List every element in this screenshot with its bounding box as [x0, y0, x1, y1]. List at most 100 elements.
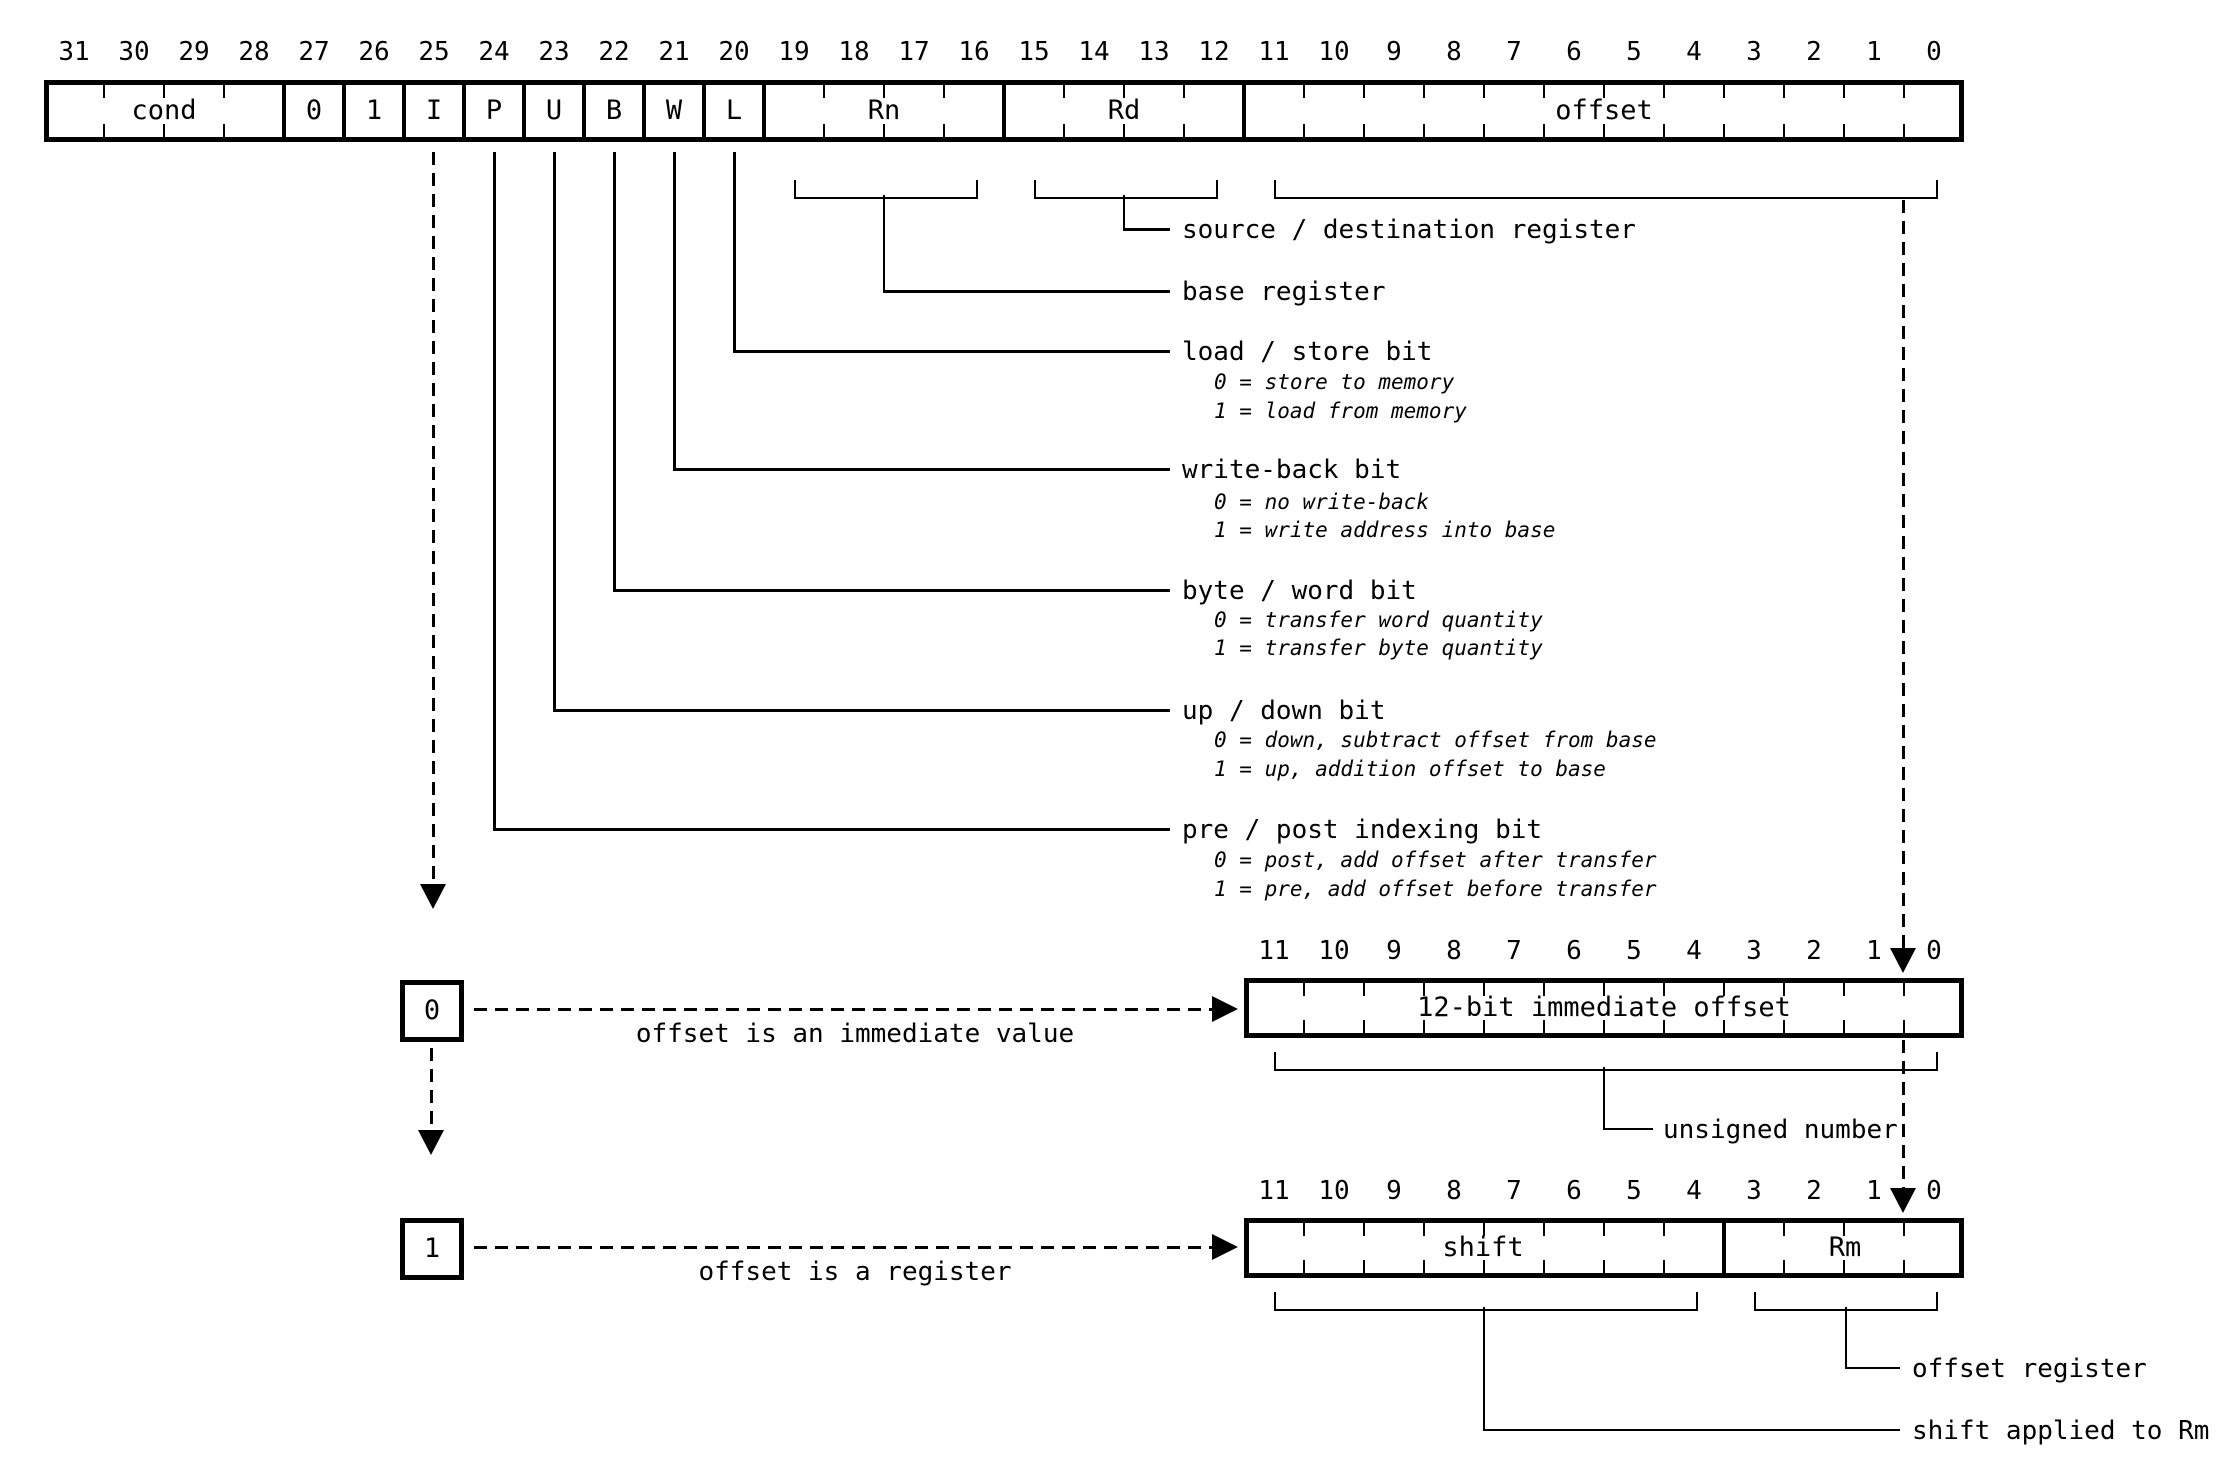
field-bit27: 0	[305, 95, 323, 126]
shift-stem	[1483, 1307, 1485, 1431]
bit-number-label: 27	[298, 37, 330, 67]
bit-number-label: 6	[1566, 37, 1582, 67]
shift-applied-label: shift applied to Rm	[1912, 1416, 2210, 1446]
u-bit-line	[553, 152, 556, 712]
field-p-bit: P	[485, 95, 503, 126]
field-separator	[582, 85, 586, 137]
up-down-opt1: 1 = up, addition offset to base	[1214, 757, 1606, 781]
bit-number-label: 1	[1866, 1176, 1882, 1206]
bit-number-label: 30	[118, 37, 150, 67]
field-u-bit: U	[545, 95, 563, 126]
selector-dashed-line	[430, 1048, 433, 1130]
shift-field: shift	[1442, 1232, 1524, 1263]
pre-post-label: pre / post indexing bit	[1182, 815, 1543, 845]
unsigned-number-label: unsigned number	[1663, 1115, 1898, 1145]
bit-number-label: 8	[1446, 37, 1462, 67]
rm-field: Rm	[1828, 1232, 1862, 1263]
bit-number-label: 10	[1318, 936, 1350, 966]
bit-number-label: 21	[658, 37, 690, 67]
field-w-bit: W	[665, 95, 683, 126]
bit-number-label: 1	[1866, 37, 1882, 67]
up-down-opt0: 0 = down, subtract offset from base	[1214, 728, 1657, 752]
immediate-box-ticks-upper	[1303, 983, 1906, 996]
w-bit-line	[673, 152, 676, 471]
field-b-bit: B	[605, 95, 623, 126]
l-bit-line	[733, 152, 736, 353]
shift-underbrace	[1274, 1292, 1698, 1311]
offset-arrowhead-1	[1890, 948, 1916, 973]
field-separator	[762, 85, 766, 137]
rn-connector	[883, 290, 1170, 293]
immediate-box-ticks-lower	[1303, 1020, 1906, 1033]
immediate-underbrace	[1274, 1052, 1938, 1071]
rm-stem	[1845, 1307, 1847, 1369]
bit-number-label: 17	[898, 37, 930, 67]
field-i-bit: I	[425, 95, 443, 126]
rm-connector	[1845, 1367, 1900, 1369]
rd-connector	[1123, 228, 1170, 231]
bit-number-label: 4	[1686, 1176, 1702, 1206]
bit-number-label: 20	[718, 37, 750, 67]
offset-arrowhead-2	[1890, 1188, 1916, 1213]
bit-number-label: 9	[1386, 37, 1402, 67]
bit-number-label: 16	[958, 37, 990, 67]
bit-number-label: 24	[478, 37, 510, 67]
bit-number-label: 5	[1626, 1176, 1642, 1206]
bit-number-label: 3	[1746, 936, 1762, 966]
selector-arrowhead	[418, 1130, 444, 1155]
bit-number-label: 11	[1258, 1176, 1290, 1206]
field-cond: cond	[131, 95, 197, 126]
offset-dashed-line-2	[1902, 1040, 1905, 1188]
bit-number-label: 6	[1566, 936, 1582, 966]
p-bit-connector	[493, 828, 1170, 831]
shift-connector	[1483, 1429, 1900, 1431]
load-store-opt1: 1 = load from memory	[1214, 399, 1467, 423]
i-bit-dashed-line	[432, 152, 435, 884]
field-offset: offset	[1555, 95, 1653, 126]
rd-stem	[1123, 195, 1125, 230]
byte-word-opt1: 1 = transfer byte quantity	[1214, 636, 1543, 660]
bit-number-label: 31	[58, 37, 90, 67]
bit-number-label: 11	[1258, 37, 1290, 67]
bit-number-label: 10	[1318, 37, 1350, 67]
bit-number-label: 9	[1386, 1176, 1402, 1206]
bit-number-label: 6	[1566, 1176, 1582, 1206]
bit-number-label: 8	[1446, 936, 1462, 966]
load-store-opt0: 0 = store to memory	[1214, 370, 1455, 394]
bit-number-label: 26	[358, 37, 390, 67]
i-value-0-box: 0	[400, 980, 464, 1042]
bit-number-label: 5	[1626, 37, 1642, 67]
field-separator	[1002, 85, 1006, 137]
base-register-label: base register	[1182, 277, 1386, 307]
unsigned-number-stem	[1603, 1067, 1605, 1130]
write-back-opt0: 0 = no write-back	[1214, 490, 1429, 514]
bit-number-label: 2	[1806, 1176, 1822, 1206]
bit-number-label: 22	[598, 37, 630, 67]
bit-number-label: 4	[1686, 37, 1702, 67]
p-bit-line	[493, 152, 496, 831]
field-separator	[642, 85, 646, 137]
immediate-dashed-arrow	[474, 1008, 1212, 1011]
load-store-label: load / store bit	[1182, 337, 1433, 367]
b-bit-connector	[613, 589, 1170, 592]
u-bit-connector	[553, 709, 1170, 712]
field-l-bit: L	[725, 95, 743, 126]
bit-number-label: 13	[1138, 37, 1170, 67]
offset-dashed-line-1	[1902, 200, 1905, 948]
bit-number-label: 11	[1258, 936, 1290, 966]
shift-rm-ticks-lower	[1303, 1260, 1906, 1273]
unsigned-number-connector	[1603, 1128, 1653, 1130]
bit-number-label: 28	[238, 37, 270, 67]
bit-number-label: 15	[1018, 37, 1050, 67]
i-bit-arrowhead	[420, 884, 446, 909]
byte-word-label: byte / word bit	[1182, 576, 1417, 606]
bit-number-label: 5	[1626, 936, 1642, 966]
field-separator	[1242, 85, 1246, 137]
field-bit26: 1	[365, 95, 383, 126]
bit-number-label: 0	[1926, 1176, 1942, 1206]
pre-post-opt1: 1 = pre, add offset before transfer	[1214, 877, 1657, 901]
write-back-opt1: 1 = write address into base	[1214, 518, 1556, 542]
immediate-arrowhead	[1212, 996, 1238, 1022]
bit-number-label: 18	[838, 37, 870, 67]
